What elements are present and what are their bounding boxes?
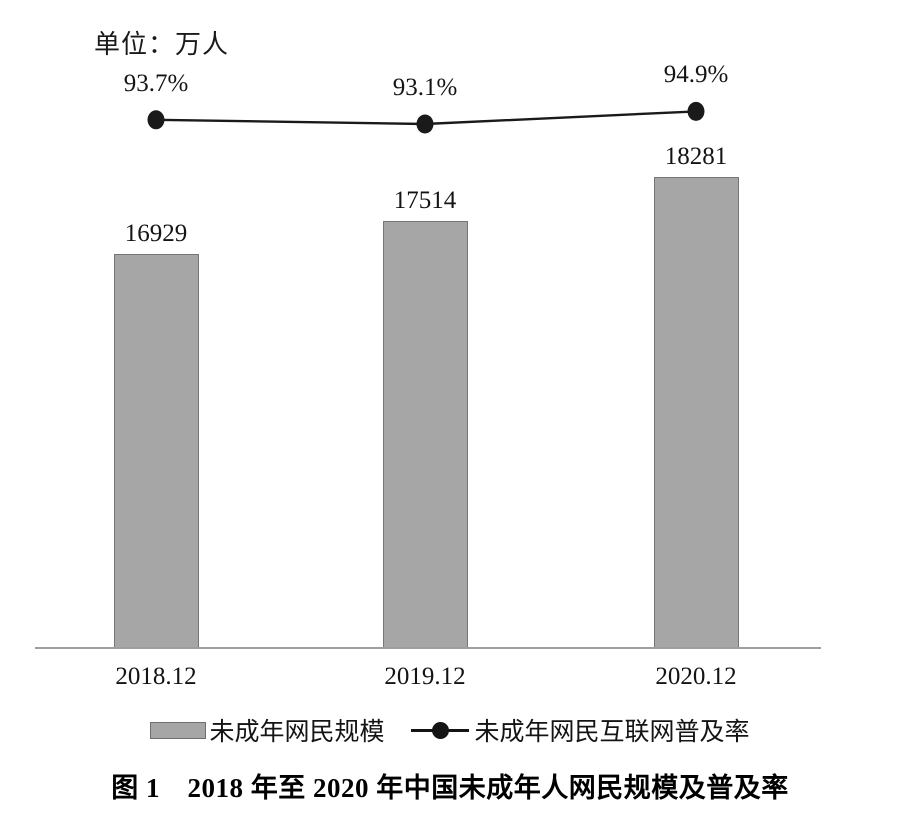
line-point-label-2018: 93.7%	[123, 69, 189, 97]
figure-caption: 图 1 2018 年至 2020 年中国未成年人网民规模及普及率	[111, 773, 789, 803]
bar-value-label-2018: 16929	[124, 220, 188, 248]
legend-line-label: 未成年网民互联网普及率	[474, 719, 750, 746]
x-tick-2018: 2018.12	[115, 663, 197, 690]
line-point-label-2020: 94.9%	[663, 61, 729, 89]
line-point-label-2019: 93.1%	[392, 74, 458, 101]
line-data-point	[147, 110, 165, 130]
line-data-point	[687, 101, 705, 121]
bar-2020	[653, 177, 739, 648]
bar-2018	[113, 254, 199, 648]
x-axis-line	[35, 647, 821, 649]
bar-value-label-2020: 18281	[664, 143, 728, 171]
line-data-point	[416, 114, 434, 134]
bar-swatch-icon	[150, 721, 207, 739]
unit-label: 单位：万人	[94, 30, 230, 59]
bar-value-label-2019: 17514	[393, 187, 457, 215]
legend-item-line: 未成年网民互联网普及率	[410, 712, 750, 748]
bar-2019	[382, 221, 468, 648]
x-tick-2019: 2019.12	[384, 663, 466, 690]
legend: 未成年网民规模 未成年网民互联网普及率	[0, 713, 900, 747]
x-tick-2020: 2020.12	[655, 663, 737, 690]
legend-item-bar: 未成年网民规模	[150, 712, 385, 748]
legend-bar-label: 未成年网民规模	[209, 719, 385, 746]
line-dot-marker-icon	[410, 720, 469, 740]
